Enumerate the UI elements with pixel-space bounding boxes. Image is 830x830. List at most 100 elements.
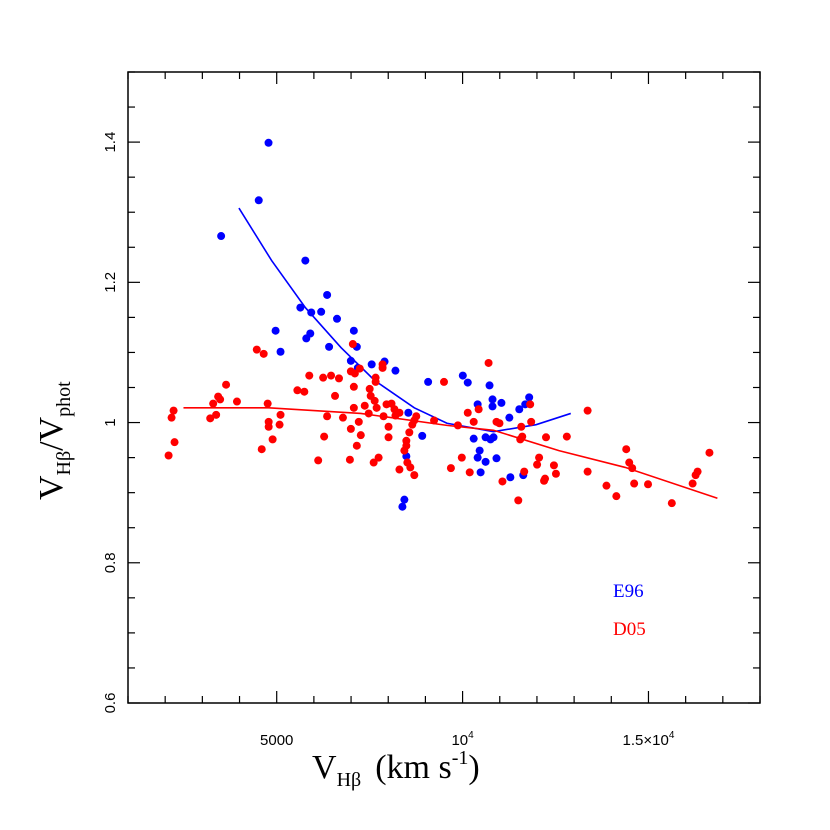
data-point-e96 (424, 377, 433, 386)
data-point-e96 (264, 138, 273, 147)
data-point-e96 (400, 495, 409, 504)
data-point-d05 (440, 377, 448, 386)
data-point-d05 (293, 386, 302, 395)
y-tick-label: 1.4 (102, 132, 119, 153)
data-point-e96 (325, 342, 334, 351)
data-point-d05 (275, 420, 284, 429)
data-point-d05 (369, 458, 378, 467)
data-point-d05 (170, 438, 179, 447)
x-tick-label: 5000 (260, 732, 293, 749)
data-point-d05 (410, 471, 419, 480)
data-point-d05 (535, 453, 544, 462)
data-point-d05 (352, 441, 361, 450)
data-point-d05 (356, 431, 365, 440)
data-point-d05 (446, 464, 455, 473)
data-point-d05 (498, 477, 507, 486)
data-point-d05 (562, 432, 571, 441)
data-point-d05 (405, 428, 414, 437)
data-point-d05 (630, 479, 639, 488)
data-point-d05 (628, 464, 637, 473)
data-point-d05 (495, 419, 504, 428)
data-point-d05 (331, 391, 340, 400)
x-axis-label: VHβ (km s-1) (312, 747, 480, 791)
data-point-e96 (404, 408, 413, 417)
fit-curves (183, 207, 718, 500)
data-point-e96 (296, 303, 305, 312)
data-point-d05 (384, 422, 393, 431)
data-point-d05 (319, 373, 328, 382)
data-point-d05 (469, 417, 478, 426)
data-point-d05 (379, 412, 388, 421)
data-point-e96 (476, 468, 485, 477)
data-point-d05 (320, 432, 329, 441)
data-point-d05 (370, 396, 379, 405)
data-point-d05 (474, 405, 483, 414)
data-point-d05 (349, 403, 358, 412)
data-point-d05 (348, 340, 357, 349)
data-point-d05 (395, 465, 404, 474)
data-point-d05 (400, 446, 409, 455)
data-point-d05 (345, 455, 354, 464)
data-point-d05 (349, 382, 358, 391)
data-point-d05 (216, 395, 225, 404)
data-point-d05 (372, 403, 381, 412)
y-tick-label: 0.8 (102, 552, 119, 573)
y-tick-label: 1 (102, 418, 119, 426)
data-point-e96 (475, 446, 484, 455)
y-axis-label: VHβ/Vphot (33, 381, 75, 500)
data-point-d05 (323, 412, 332, 421)
data-point-e96 (302, 334, 311, 343)
data-point-d05 (263, 399, 272, 408)
legend-d05: D05 (613, 619, 646, 640)
data-point-d05 (520, 467, 529, 476)
data-point-e96 (346, 356, 355, 365)
data-point-d05 (688, 479, 697, 488)
data-point-d05 (164, 451, 173, 460)
data-point-e96 (367, 360, 376, 369)
data-point-e96 (333, 314, 342, 323)
data-point-e96 (301, 256, 310, 265)
data-points (164, 138, 714, 511)
data-point-e96 (506, 473, 515, 482)
data-point-d05 (327, 371, 336, 380)
y-tick-label: 0.6 (102, 693, 119, 714)
data-point-e96 (418, 431, 427, 440)
data-point-d05 (622, 445, 631, 454)
data-point-e96 (217, 232, 226, 241)
data-point-d05 (465, 468, 474, 477)
data-point-d05 (516, 435, 525, 444)
data-point-d05 (378, 363, 387, 372)
data-point-d05 (453, 421, 462, 430)
data-point-e96 (473, 453, 482, 462)
data-point-d05 (463, 408, 472, 417)
data-point-d05 (384, 433, 393, 442)
data-point-d05 (705, 448, 714, 457)
data-point-e96 (497, 398, 506, 407)
data-point-d05 (602, 481, 611, 490)
data-point-e96 (458, 371, 467, 380)
data-point-e96 (525, 393, 534, 402)
data-point-d05 (364, 409, 373, 418)
x-tick-label: 104 (451, 730, 474, 749)
data-point-d05 (354, 417, 363, 426)
data-point-e96 (323, 290, 332, 299)
data-point-d05 (365, 384, 374, 393)
data-point-d05 (167, 413, 176, 422)
data-point-d05 (355, 364, 364, 373)
data-point-d05 (259, 349, 268, 358)
data-point-d05 (350, 369, 359, 378)
y-tick-label: 1.2 (102, 272, 119, 293)
data-point-d05 (514, 496, 523, 505)
data-point-d05 (457, 453, 466, 462)
data-point-d05 (360, 401, 369, 410)
data-point-d05 (305, 371, 314, 380)
data-point-e96 (398, 502, 407, 511)
data-point-d05 (395, 408, 404, 417)
fit-curve-d05 (183, 407, 718, 500)
data-point-e96 (463, 378, 472, 387)
data-point-e96 (349, 326, 358, 335)
data-point-d05 (517, 422, 526, 431)
data-point-d05 (667, 499, 676, 508)
data-point-e96 (488, 395, 497, 404)
data-point-d05 (268, 435, 277, 444)
